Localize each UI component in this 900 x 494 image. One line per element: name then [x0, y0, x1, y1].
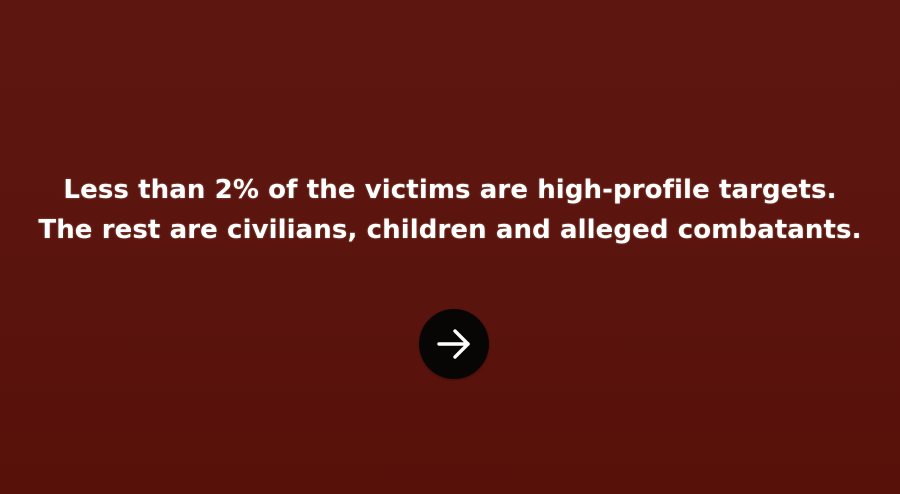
next-button[interactable]: [419, 309, 489, 379]
arrow-right-icon: [437, 329, 470, 359]
message-line-2: The rest are civilians, children and all…: [38, 215, 862, 245]
slide-message: Less than 2% of the victims are high-pro…: [0, 170, 900, 250]
message-line-1: Less than 2% of the victims are high-pro…: [63, 175, 837, 205]
